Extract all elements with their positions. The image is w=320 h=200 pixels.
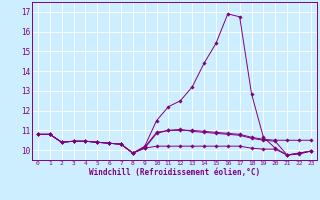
X-axis label: Windchill (Refroidissement éolien,°C): Windchill (Refroidissement éolien,°C) — [89, 168, 260, 177]
